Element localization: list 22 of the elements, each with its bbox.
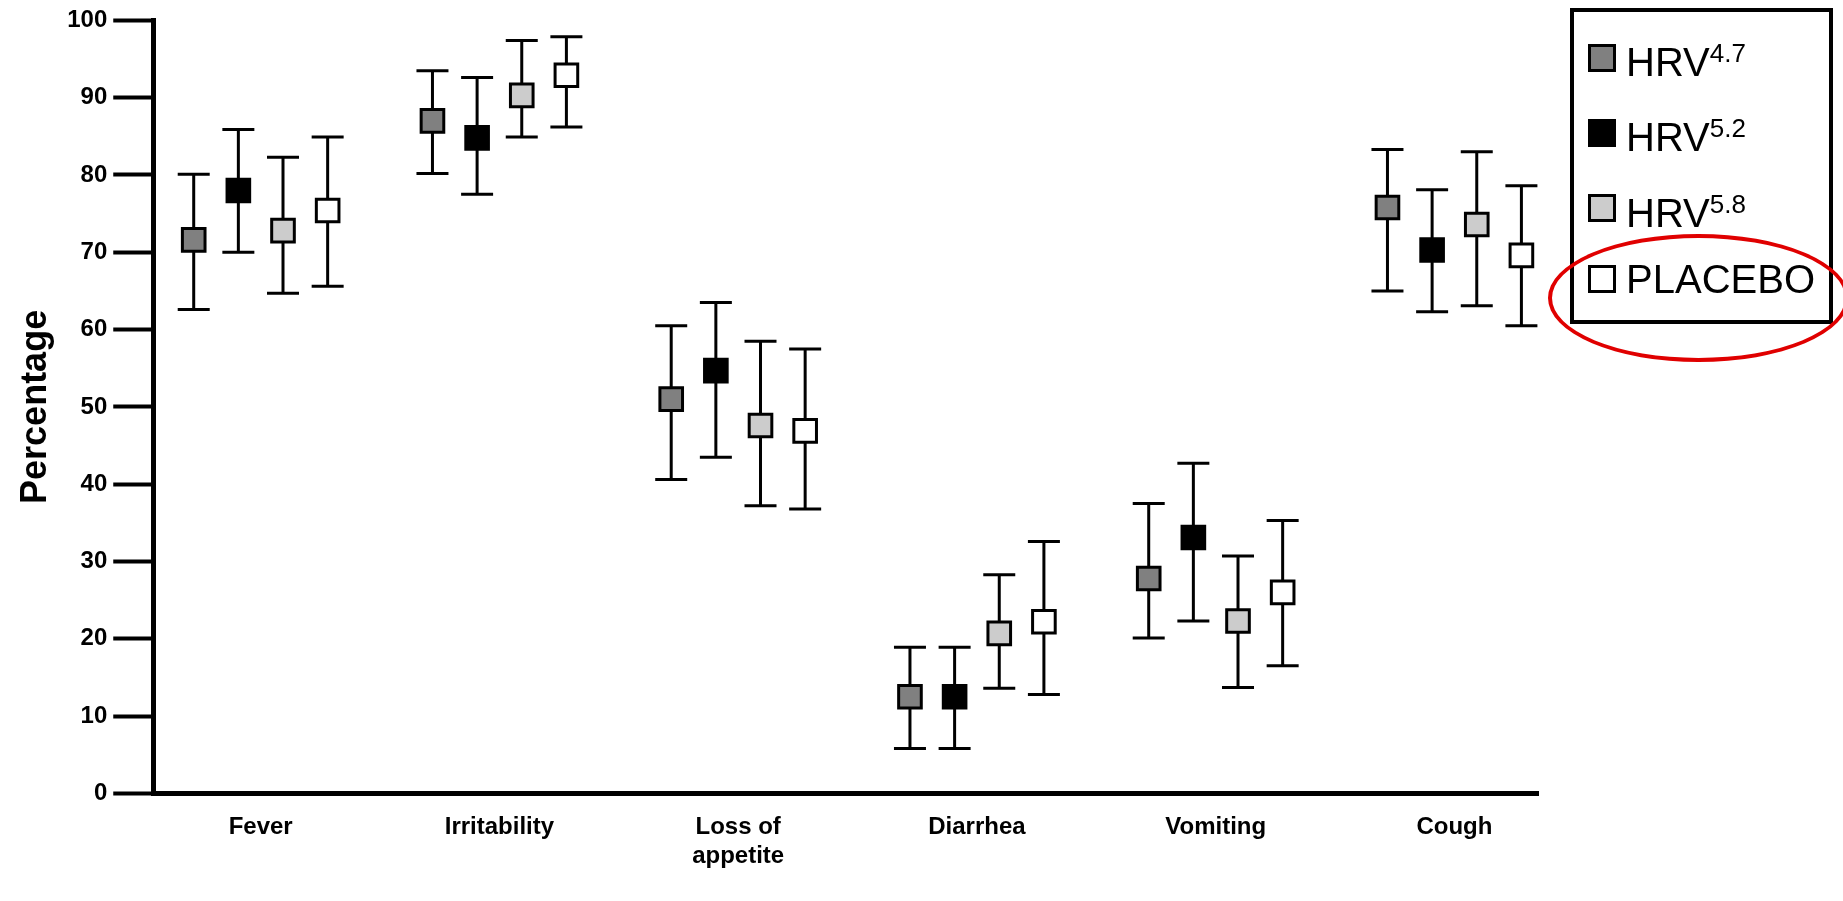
legend-label: HRV$^{4.7}$ bbox=[1626, 37, 1746, 87]
x-tick-label: Vomiting bbox=[1165, 812, 1267, 840]
y-tick-label: 70 bbox=[80, 236, 108, 264]
x-tick-label: Fever bbox=[228, 812, 293, 840]
y-tick-label: 20 bbox=[80, 623, 108, 651]
y-tick-label: 60 bbox=[80, 314, 108, 342]
x-tick-label: Loss of appetite bbox=[692, 812, 785, 869]
y-tick-label: 30 bbox=[80, 546, 108, 574]
y-tick-label: 10 bbox=[80, 700, 108, 728]
y-tick-label: 40 bbox=[80, 468, 108, 496]
legend-label: HRV$^{5.2}$ bbox=[1626, 112, 1746, 162]
y-tick-label: 50 bbox=[80, 391, 108, 419]
y-tick-label: 80 bbox=[80, 159, 108, 187]
x-tick-label: Irritability bbox=[444, 812, 555, 840]
y-tick-label: 0 bbox=[93, 778, 108, 806]
y-axis-title: Percentage bbox=[12, 309, 54, 504]
legend-label: PLACEBO bbox=[1626, 256, 1815, 303]
y-tick-label: 90 bbox=[80, 82, 108, 110]
x-tick-label: Diarrhea bbox=[928, 812, 1027, 840]
legend-label: HRV$^{5.8}$ bbox=[1626, 187, 1746, 237]
y-tick-label: 100 bbox=[67, 5, 108, 33]
x-tick-label: Cough bbox=[1416, 812, 1493, 840]
